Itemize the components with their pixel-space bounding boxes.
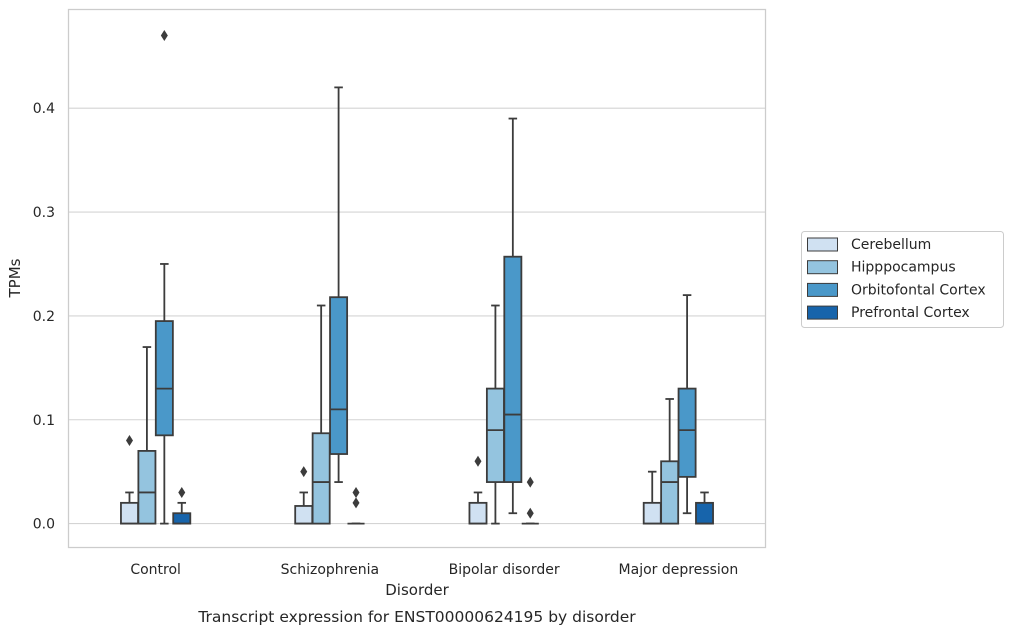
outlier-point [125,435,133,447]
box-cerebellum-3 [468,455,488,525]
box-body [660,460,680,525]
legend-label: Prefrontal Cortex [851,305,970,321]
legend-label: Orbitofontal Cortex [851,282,986,298]
x-axis-label: Disorder [385,581,449,599]
y-tick-label: 0.4 [33,101,55,117]
outlier-point [178,486,186,498]
box-orbitofontal-cortex-4 [677,294,697,515]
box-hipppocampus-2 [311,304,331,525]
legend-label: Hipppocampus [851,260,956,276]
box-body [172,512,192,525]
chart-caption: Transcript expression for ENST0000062419… [197,608,636,626]
plot-frame [67,8,767,549]
outlier-point [474,455,482,467]
y-tick-label: 0.2 [33,309,55,325]
x-tick-label: Schizophrenia [281,562,379,578]
box-body [485,387,505,483]
box-body [468,501,488,525]
outlier-point [300,466,308,478]
box-body [137,450,157,525]
x-tick-label: Bipolar disorder [449,562,560,578]
box-body [503,255,523,483]
legend-swatch [807,260,838,275]
box-prefrontal-cortex-3 [521,476,539,525]
x-tick-label: Control [130,562,181,578]
legend: Cerebellum Hipppocampus Orbitofontal Corte… [801,231,1004,328]
box-orbitofontal-cortex-1 [154,29,174,525]
box-cerebellum-4 [642,470,662,525]
box-cerebellum-2 [294,466,314,525]
box-body [311,432,331,525]
outlier-point [160,29,168,41]
legend-frame [801,231,1004,328]
box-body [329,296,349,455]
box-hipppocampus-1 [137,346,157,525]
box-body [294,505,314,525]
y-tick-label: 0.0 [33,517,55,533]
box-hipppocampus-4 [660,398,680,525]
box-body [642,501,662,525]
legend-label: Cerebellum [851,237,931,253]
box-body [154,320,174,437]
box-orbitofontal-cortex-2 [329,86,349,483]
box-hipppocampus-3 [485,304,505,525]
legend-swatch [807,282,838,297]
box-body [695,501,714,525]
y-tick-label: 0.3 [33,205,55,221]
y-tick-labels: 0.0 0.1 0.2 0.3 0.4 [33,101,55,532]
outlier-point [352,497,360,509]
outlier-point [526,476,534,488]
legend-swatch [807,237,838,252]
y-tick-label: 0.1 [33,413,55,429]
outlier-point [352,486,360,498]
box-prefrontal-cortex-2 [347,486,365,525]
x-tick-labels: Control Schizophrenia Bipolar disorder Majo… [130,562,738,578]
x-tick-label: Major depression [619,562,739,578]
box-prefrontal-cortex-1 [172,486,192,525]
legend-swatch [807,305,838,320]
y-axis-label: TPMs [6,258,24,298]
box-cerebellum-1 [120,435,139,525]
box-marks [120,29,714,525]
box-body [677,387,697,478]
box-body [120,501,139,525]
box-orbitofontal-cortex-3 [503,117,523,515]
outlier-point [526,507,534,519]
box-prefrontal-cortex-4 [695,491,714,525]
